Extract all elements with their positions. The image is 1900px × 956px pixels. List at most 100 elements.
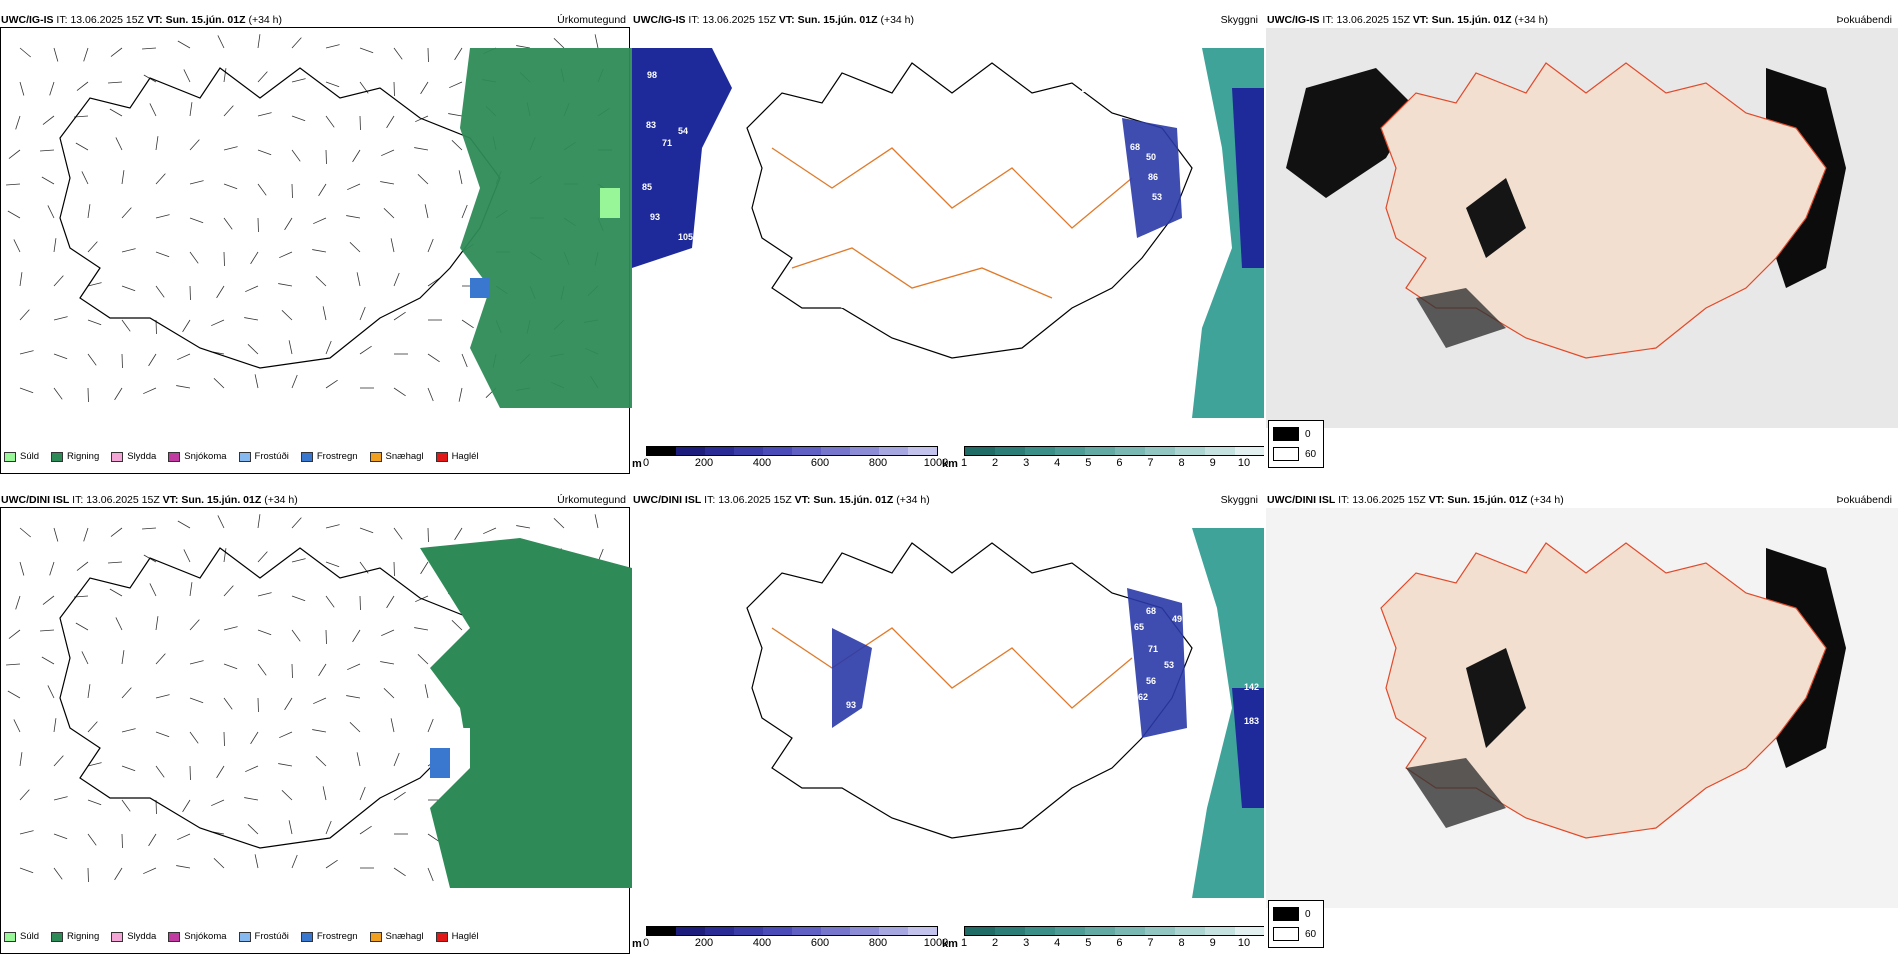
wind-barb	[394, 792, 406, 800]
wind-barb	[353, 630, 360, 642]
height-scale: m 0 200 400 600 800 1000	[632, 446, 942, 472]
wind-barb	[292, 855, 297, 868]
wind-barb	[248, 344, 258, 354]
wind-barb	[116, 137, 122, 150]
height-scale: m 0 200 400 600 800 1000	[632, 926, 942, 952]
wind-barb	[360, 307, 365, 320]
wind-barb	[380, 182, 394, 184]
cloud-map	[1266, 508, 1898, 908]
wind-barb	[42, 177, 54, 184]
legend-item: Rigning	[51, 931, 99, 942]
wind-barb	[16, 596, 20, 609]
legend-item: Súld	[4, 451, 39, 462]
wind-barb	[156, 732, 169, 737]
wind-barb	[20, 831, 34, 834]
legend-item: Frostúði	[239, 931, 289, 942]
legend-item: Frostúði	[239, 451, 289, 462]
svg-text:53: 53	[1164, 660, 1174, 670]
wind-barb	[110, 589, 122, 596]
wind-barb	[326, 525, 340, 528]
wind-barb	[224, 147, 238, 150]
wind-barb	[428, 719, 433, 732]
visibility-panel-row2: UWC/DINI ISL IT: 13.06.2025 15Z VT: Sun.…	[632, 492, 1264, 956]
wind-barb	[178, 41, 190, 48]
panel-type-label: Þokuábendi	[1837, 494, 1892, 506]
wind-barb	[82, 651, 88, 664]
wind-barb	[554, 38, 564, 48]
wind-barb	[326, 821, 331, 834]
wind-barb	[54, 276, 63, 286]
wind-barb	[190, 698, 203, 703]
wind-barb	[455, 48, 462, 60]
wind-barb	[289, 340, 292, 354]
wind-barb	[292, 375, 297, 388]
legend-swatch	[436, 452, 448, 462]
legend-swatch	[370, 452, 382, 462]
svg-text:172: 172	[852, 230, 867, 240]
cloud-panel-row1: UWC/IG-IS IT: 13.06.2025 15Z VT: Sun. 15…	[1266, 12, 1898, 476]
wind-barb	[142, 528, 156, 529]
wind-barb	[323, 306, 326, 320]
wind-barb	[184, 549, 190, 562]
wind-barb	[224, 218, 232, 229]
wind-barb	[88, 242, 97, 252]
svg-text:77: 77	[822, 818, 832, 828]
wind-barb	[258, 664, 266, 675]
svg-text:101: 101	[902, 310, 917, 320]
wind-barb	[6, 184, 20, 185]
wind-barb	[156, 695, 170, 698]
visibility-panel-row1: UWC/IG-IS IT: 13.06.2025 15Z VT: Sun. 15…	[632, 12, 1264, 476]
wind-barb	[384, 208, 394, 218]
wind-barb	[421, 562, 428, 574]
panel-header: UWC/DINI ISL IT: 13.06.2025 15Z VT: Sun.…	[1267, 494, 1894, 508]
wind-barb	[255, 374, 258, 388]
wind-barb	[20, 868, 33, 873]
svg-text:98: 98	[647, 70, 657, 80]
legend-item: Snjókoma	[168, 931, 226, 942]
wind-barb	[156, 766, 164, 777]
wind-barb	[20, 272, 22, 286]
wind-barb	[190, 620, 199, 630]
wind-barb	[313, 698, 326, 704]
wind-barb	[391, 718, 394, 732]
wind-barb	[108, 82, 122, 83]
svg-text:142: 142	[1244, 682, 1259, 692]
legend-swatch	[301, 452, 313, 462]
panel-type-label: Þokuábendi	[1837, 14, 1892, 26]
wind-barb	[319, 184, 326, 196]
wind-barb	[116, 617, 122, 630]
wind-barb	[381, 630, 394, 636]
legend-item: Haglél	[436, 931, 479, 942]
wind-barb	[14, 239, 20, 252]
wind-barb	[217, 766, 224, 778]
wind-barb	[421, 82, 428, 94]
legend-item: Slydda	[111, 451, 156, 462]
wind-barb	[394, 753, 399, 766]
wind-barb	[394, 868, 406, 876]
wind-barb	[279, 732, 292, 738]
wind-barb	[156, 616, 158, 630]
wind-barb	[258, 630, 271, 635]
wind-barb	[88, 354, 96, 365]
svg-text:86: 86	[1148, 172, 1158, 182]
wind-barb	[143, 868, 156, 874]
wind-barb	[211, 320, 224, 326]
wind-barb	[20, 351, 34, 354]
legend-item: Haglél	[436, 451, 479, 462]
wind-barb	[149, 354, 156, 366]
svg-text:59: 59	[840, 300, 850, 310]
wind-barb	[176, 386, 190, 388]
wind-barb	[40, 150, 54, 151]
wind-barb	[122, 688, 131, 698]
wind-barb	[8, 211, 20, 218]
wind-barb	[258, 552, 267, 562]
wind-barb	[326, 341, 331, 354]
wind-barb	[183, 800, 190, 812]
svg-text:85: 85	[642, 182, 652, 192]
wind-barb	[258, 34, 260, 48]
wind-barb	[380, 662, 394, 664]
wind-barb	[9, 630, 20, 639]
wind-barb	[292, 630, 300, 641]
legend-swatch	[301, 932, 313, 942]
wind-barb	[115, 868, 122, 880]
